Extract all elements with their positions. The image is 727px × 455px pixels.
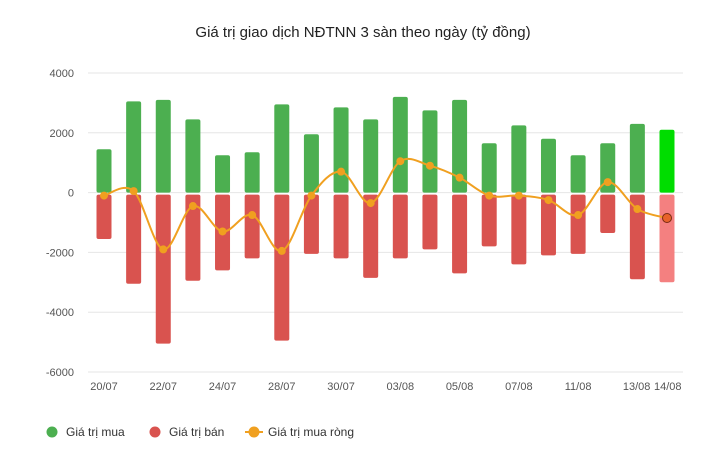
sell-bar (392, 194, 408, 259)
buy-bar (422, 110, 438, 193)
y-axis-ticks: 4000 2000 0 -2000 -4000 -6000 (46, 68, 74, 379)
net-point (307, 191, 316, 200)
y-tick-label: -2000 (46, 247, 74, 259)
x-tick-label: 24/07 (209, 381, 237, 393)
net-point (455, 173, 464, 182)
legend-label: Giá trị mua ròng (268, 425, 354, 439)
buy-bar (274, 104, 290, 193)
legend-marker (149, 426, 161, 438)
x-tick-label: 30/07 (327, 381, 355, 393)
buy-bar (363, 119, 379, 193)
sell-bar (274, 194, 290, 341)
sell-bar (155, 194, 171, 344)
net-line (100, 157, 672, 255)
sell-bar (422, 194, 438, 250)
buy-bar (629, 123, 645, 193)
net-point (218, 227, 227, 236)
y-tick-label: 2000 (50, 128, 74, 140)
chart-title: Giá trị giao dịch NĐTNN 3 sàn theo ngày … (195, 24, 530, 41)
buy-bar (303, 134, 319, 193)
sell-bar (452, 194, 468, 274)
net-point (277, 246, 286, 255)
net-point (425, 161, 434, 170)
buy-bar (155, 99, 171, 193)
net-point (574, 211, 583, 220)
net-point (514, 191, 523, 200)
sell-bar (333, 194, 349, 259)
x-tick-label: 20/07 (90, 381, 118, 393)
sell-bar (540, 194, 556, 256)
legend-label: Giá trị bán (169, 425, 224, 439)
buy-bar (333, 107, 349, 193)
x-tick-label: 14/08 (654, 381, 682, 393)
buy-bar (540, 138, 556, 193)
buy-bar (659, 129, 675, 193)
y-tick-label: 0 (68, 188, 74, 200)
sell-bar (244, 194, 260, 259)
sell-bar (629, 194, 645, 280)
sell-bar (511, 194, 527, 265)
net-point (100, 191, 108, 200)
sell-bar (600, 194, 616, 233)
sell-bar (96, 194, 112, 239)
legend-item[interactable]: Giá trị mua (46, 425, 126, 439)
net-point (337, 167, 346, 176)
net-point (366, 199, 375, 208)
x-tick-label: 03/08 (387, 381, 415, 393)
net-point (248, 211, 257, 220)
legend-marker (248, 426, 260, 438)
buy-bar (126, 101, 142, 193)
net-point (129, 187, 138, 196)
y-tick-label: -4000 (46, 307, 74, 319)
net-point (544, 196, 553, 205)
buy-bar (481, 143, 497, 193)
buy-bar (215, 155, 231, 193)
sell-bar (363, 194, 379, 278)
x-tick-label: 13/08 (623, 381, 651, 393)
y-tick-label: -6000 (46, 367, 74, 379)
legend: Giá trị mua Giá trị bán Giá trị mua ròng (46, 425, 354, 439)
net-point (188, 202, 197, 211)
buy-bar (570, 155, 586, 193)
buy-bar (96, 149, 112, 193)
net-point (485, 191, 494, 200)
sell-bar (659, 194, 675, 283)
legend-marker (46, 426, 58, 438)
buy-bar (452, 99, 468, 193)
buy-bar (511, 125, 527, 193)
legend-item[interactable]: Giá trị mua ròng (245, 425, 354, 439)
sell-bar (185, 194, 201, 281)
net-point (159, 245, 168, 254)
x-tick-label: 22/07 (149, 381, 177, 393)
net-point (633, 205, 642, 214)
x-axis-ticks: 20/07 22/07 24/07 28/07 30/07 03/08 05/08 07/08… (90, 381, 681, 393)
sell-bar (481, 194, 497, 247)
legend-label: Giá trị mua (66, 425, 125, 439)
net-point (662, 213, 672, 224)
sell-bar (126, 194, 142, 284)
buy-bar (392, 96, 408, 193)
x-tick-label: 07/08 (505, 381, 533, 393)
gridlines (88, 72, 683, 373)
sell-bar (303, 194, 319, 254)
sell-bar (570, 194, 586, 254)
x-tick-label: 28/07 (268, 381, 296, 393)
y-tick-label: 4000 (50, 68, 74, 80)
buy-bar (244, 152, 260, 193)
bars (96, 96, 675, 344)
legend-item[interactable]: Giá trị bán (149, 425, 225, 439)
net-point (603, 178, 612, 187)
x-tick-label: 11/08 (565, 381, 592, 393)
net-point (396, 157, 405, 166)
buy-bar (600, 143, 616, 193)
x-tick-label: 05/08 (446, 381, 474, 393)
buy-bar (185, 119, 201, 193)
